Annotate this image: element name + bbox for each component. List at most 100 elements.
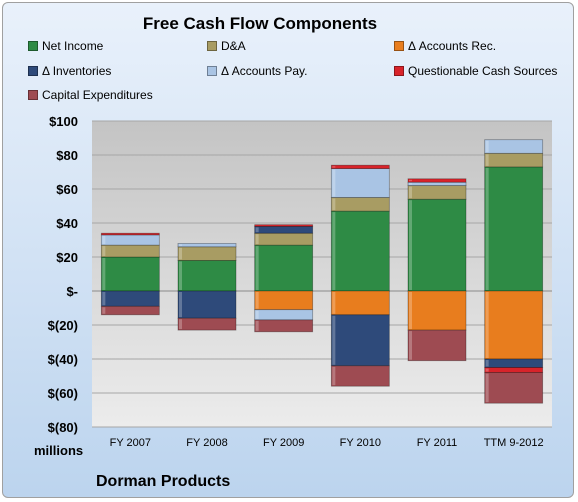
y-tick-label: $(60) — [48, 386, 78, 401]
bar-segment — [484, 358, 544, 368]
bar-segment — [330, 290, 390, 316]
y-tick-label: $- — [66, 284, 78, 299]
y-tick-label: $100 — [49, 114, 78, 129]
bar-segment — [177, 290, 237, 319]
bar-segment — [100, 232, 160, 236]
x-tick-label: FY 2009 — [263, 437, 304, 449]
bar-highlight — [179, 319, 182, 330]
legend-item-accounts-pay: Δ Accounts Pay. — [207, 64, 308, 78]
bar-segment — [484, 367, 544, 373]
bar-highlight — [485, 154, 489, 166]
bar-segment — [484, 152, 544, 168]
bar-highlight — [409, 292, 412, 330]
bar-segment — [330, 164, 390, 169]
x-tick-label: FY 2007 — [110, 437, 151, 449]
y-tick-label: $(20) — [48, 318, 78, 333]
legend-label: Δ Inventories — [42, 64, 112, 78]
legend-item-accounts-rec: Δ Accounts Rec. — [394, 39, 496, 53]
bar-highlight — [102, 258, 106, 290]
legend-item-net-income: Net Income — [28, 39, 103, 53]
plot-area — [92, 121, 552, 427]
company-name: Dorman Products — [96, 473, 231, 490]
bar-segment — [484, 290, 544, 360]
bar-segment — [484, 166, 544, 292]
bar-segment — [484, 372, 544, 404]
bar-segment — [254, 244, 314, 292]
legend-label: Δ Accounts Rec. — [408, 39, 497, 53]
bar-segment — [100, 256, 160, 292]
bar-highlight — [485, 368, 489, 372]
bar-segment — [177, 242, 237, 248]
legend-item-inventories: Δ Inventories — [28, 64, 111, 78]
legend-label: D&A — [221, 39, 246, 53]
bar-highlight — [332, 315, 336, 365]
x-tick-label: FY 2008 — [186, 437, 227, 449]
units-label: millions — [34, 443, 84, 458]
y-tick-label: $(40) — [48, 352, 78, 367]
y-axis: $100 $80 $60 $40 $20 $- $(20) $(40) $(60) $(80) — [48, 114, 78, 435]
bar-segment — [330, 197, 390, 212]
bar-highlight — [409, 331, 412, 360]
bar-segment — [407, 178, 467, 183]
bar-highlight — [409, 186, 412, 199]
bar-segment — [254, 224, 314, 227]
legend-swatch — [207, 66, 217, 76]
bars — [100, 139, 544, 404]
bar-highlight — [332, 366, 336, 386]
bar-highlight — [255, 234, 259, 245]
bar-highlight — [179, 244, 182, 246]
bar-segment — [330, 365, 390, 387]
bar-segment — [330, 210, 390, 292]
legend-label: Questionable Cash Sources — [408, 64, 558, 78]
x-axis: FY 2007 FY 2008 FY 2009 FY 2010 FY 2011 TTM 9… — [110, 437, 544, 449]
bar-highlight — [179, 292, 182, 318]
bar-highlight — [255, 320, 259, 331]
bar-segment — [100, 244, 160, 258]
bar-highlight — [255, 246, 259, 290]
bar-segment — [177, 259, 237, 292]
bar-highlight — [409, 200, 412, 290]
bar-segment — [407, 181, 467, 186]
bar-segment — [407, 198, 467, 292]
bar-highlight — [485, 292, 489, 358]
legend-label: Capital Expenditures — [42, 88, 153, 102]
y-tick-label: $60 — [56, 182, 78, 197]
bar-highlight — [332, 169, 336, 197]
bar-segment — [100, 305, 160, 316]
legend-swatch — [207, 41, 217, 51]
bar-highlight — [102, 235, 106, 245]
legend-label: Net Income — [42, 39, 104, 53]
bar-segment — [177, 317, 237, 331]
bar-segment — [254, 225, 314, 234]
bar-segment — [330, 314, 390, 367]
bar-highlight — [485, 167, 489, 290]
bar-segment — [254, 309, 314, 321]
y-tick-label: $40 — [56, 216, 78, 231]
bar-highlight — [102, 292, 106, 306]
bar-segment — [254, 232, 314, 246]
bar-segment — [177, 246, 237, 261]
bar-highlight — [332, 212, 336, 290]
legend-item-capex: Capital Expenditures — [28, 88, 153, 102]
bar-segment — [100, 234, 160, 246]
y-tick-label: $(80) — [48, 420, 78, 435]
bar-highlight — [102, 307, 106, 314]
bar-highlight — [332, 198, 336, 211]
x-tick-label: FY 2011 — [417, 437, 458, 449]
bar-segment — [254, 319, 314, 333]
bar-highlight — [485, 140, 489, 153]
bar-highlight — [179, 261, 182, 290]
x-tick-label: FY 2010 — [340, 437, 381, 449]
bar-highlight — [255, 292, 259, 309]
bar-highlight — [255, 227, 259, 233]
bar-segment — [330, 168, 390, 198]
bar-segment — [254, 290, 314, 311]
bar-highlight — [485, 373, 489, 403]
x-tick-label: TTM 9-2012 — [484, 437, 544, 449]
legend-swatch — [394, 41, 404, 51]
chart-title: Free Cash Flow Components — [142, 14, 378, 33]
bar-segment — [407, 185, 467, 200]
legend-swatch — [28, 41, 38, 51]
y-tick-label: $20 — [56, 250, 78, 265]
